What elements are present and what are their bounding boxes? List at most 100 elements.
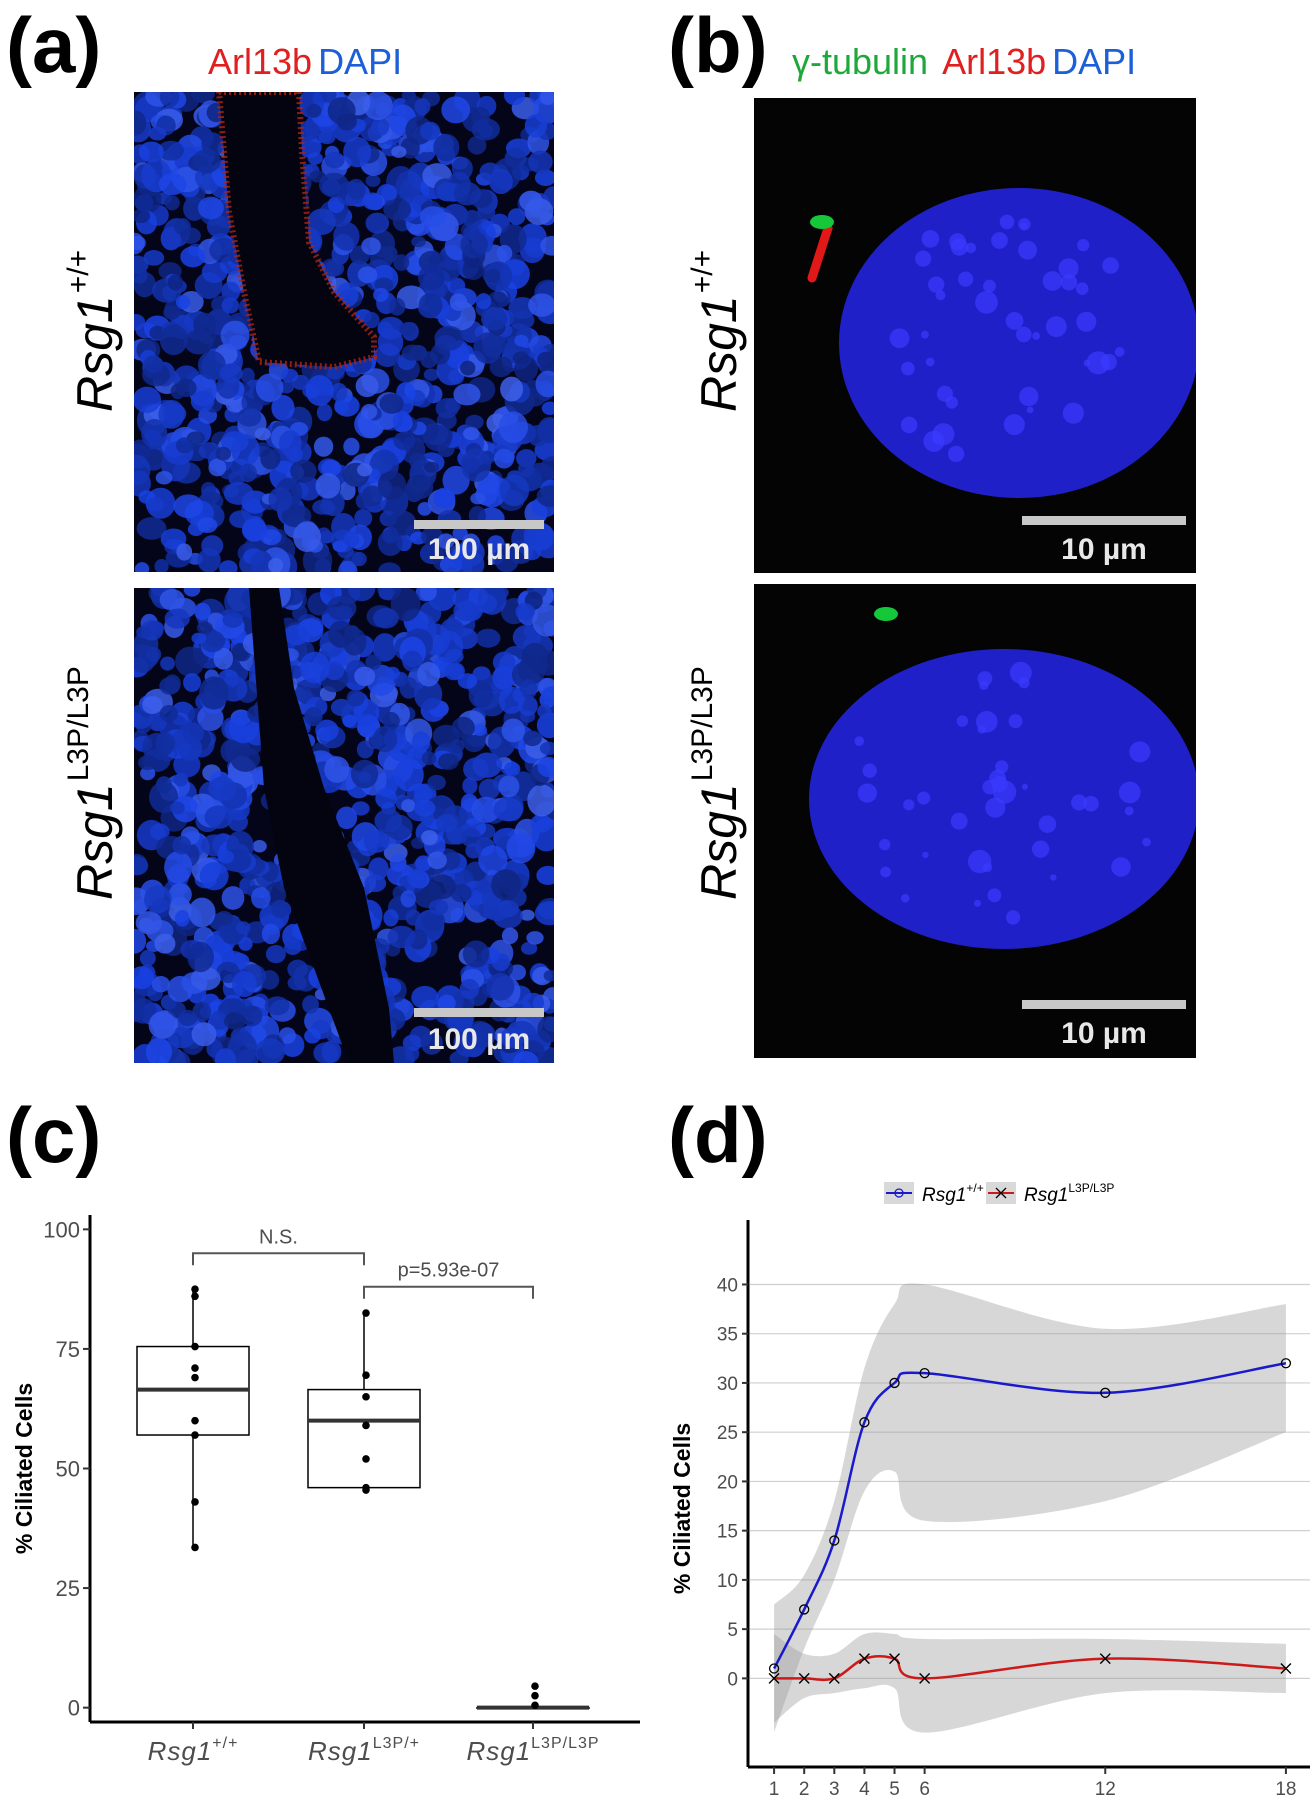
chromatin-spot — [880, 866, 892, 878]
nucleus — [518, 460, 534, 478]
nucleus — [167, 1027, 196, 1049]
nucleus — [368, 857, 389, 881]
nucleus — [534, 901, 554, 926]
nucleus — [201, 132, 225, 157]
chromatin-spot — [1018, 217, 1031, 231]
scale-bar — [1022, 516, 1186, 525]
nucleus — [519, 679, 538, 699]
chromatin-spot — [920, 330, 929, 339]
cilium — [807, 223, 833, 283]
nucleus — [371, 117, 390, 136]
nucleus — [302, 995, 319, 1014]
nucleus — [365, 212, 390, 234]
nucleus — [526, 931, 544, 945]
y-tick-label: 35 — [717, 1325, 738, 1346]
nucleus — [191, 632, 207, 644]
nucleus — [251, 887, 271, 909]
nucleus — [290, 459, 317, 483]
nucleus — [461, 448, 491, 482]
nucleus — [192, 1001, 212, 1022]
chromatin-spot — [950, 812, 968, 830]
nucleus — [134, 313, 146, 331]
panel-b-channel-legend: γ-tubulin Arl13b DAPI — [792, 44, 1142, 80]
x-tick-label: 1 — [769, 1779, 780, 1800]
y-tick-label: 100 — [43, 1217, 80, 1242]
nucleus — [209, 237, 238, 263]
chromatin-spot — [949, 233, 966, 251]
nucleus — [295, 120, 320, 141]
nucleus — [537, 1016, 554, 1043]
chromatin-spot — [999, 214, 1015, 230]
nucleus — [175, 646, 205, 677]
nucleus — [196, 621, 213, 634]
nucleus — [138, 755, 158, 771]
data-marker — [889, 1653, 901, 1665]
nucleus — [501, 927, 519, 945]
nucleus — [399, 321, 416, 337]
nucleus — [165, 1050, 191, 1063]
nucleus — [204, 805, 233, 829]
nucleus — [313, 436, 334, 457]
nucleus — [423, 368, 439, 381]
data-point — [531, 1682, 539, 1690]
nucleus — [321, 1040, 342, 1063]
data-point — [531, 1701, 539, 1710]
nucleus — [487, 291, 508, 308]
nucleus — [513, 1051, 539, 1063]
chromatin-spot — [1018, 677, 1030, 689]
chromatin-spot — [936, 385, 953, 402]
nucleus — [157, 140, 184, 161]
data-point — [531, 1691, 539, 1700]
channel-gamma-tubulin-label: γ-tubulin — [792, 41, 929, 82]
arl13b-signal — [215, 92, 377, 371]
nucleus — [180, 227, 201, 244]
nucleus — [507, 208, 526, 225]
nucleus — [519, 190, 543, 212]
nucleus — [187, 941, 214, 973]
nucleus — [155, 471, 173, 485]
nucleus — [363, 312, 380, 329]
nucleus — [530, 814, 552, 833]
nucleus — [498, 686, 525, 714]
nucleus — [539, 741, 554, 756]
nucleus — [375, 787, 397, 809]
nucleus — [521, 642, 549, 668]
data-point — [191, 1342, 199, 1351]
micrograph-a-wt: 100 µm — [134, 92, 554, 572]
nucleus — [304, 707, 323, 727]
nucleus — [417, 662, 441, 687]
nucleus — [199, 676, 229, 710]
nucleus — [453, 600, 481, 622]
nucleus — [134, 110, 147, 136]
nucleus — [372, 607, 399, 629]
x-tick-label: 12 — [1095, 1779, 1116, 1800]
nucleus — [435, 397, 459, 419]
nucleus — [198, 442, 221, 460]
y-tick-label: 40 — [717, 1275, 738, 1296]
nucleus — [485, 268, 501, 284]
nucleus — [241, 518, 267, 542]
nucleus — [503, 92, 526, 106]
nucleus — [190, 967, 221, 991]
panel-a-channel-legend: Arl13b DAPI — [208, 44, 408, 80]
nucleus — [324, 259, 345, 277]
nucleus — [182, 721, 204, 744]
significance-label: p=5.93e-07 — [398, 1260, 500, 1282]
nucleus — [163, 305, 181, 320]
nucleus — [159, 589, 185, 611]
nucleus — [361, 237, 381, 255]
nucleus — [405, 909, 422, 926]
chromatin-spot — [903, 799, 915, 811]
nucleus — [509, 310, 535, 331]
x-tick-label: 5 — [889, 1779, 900, 1800]
nucleus — [160, 656, 175, 671]
panel-d-letter: (d) — [668, 1091, 768, 1179]
chromatin-spot — [1003, 414, 1025, 436]
nucleus — [399, 677, 419, 699]
nucleus — [539, 92, 554, 105]
legend-label: Rsg1+/+ — [922, 1181, 984, 1206]
nucleus — [264, 996, 290, 1016]
x-tick-label: 2 — [799, 1779, 810, 1800]
nucleus — [442, 465, 470, 495]
nucleus — [465, 414, 484, 430]
